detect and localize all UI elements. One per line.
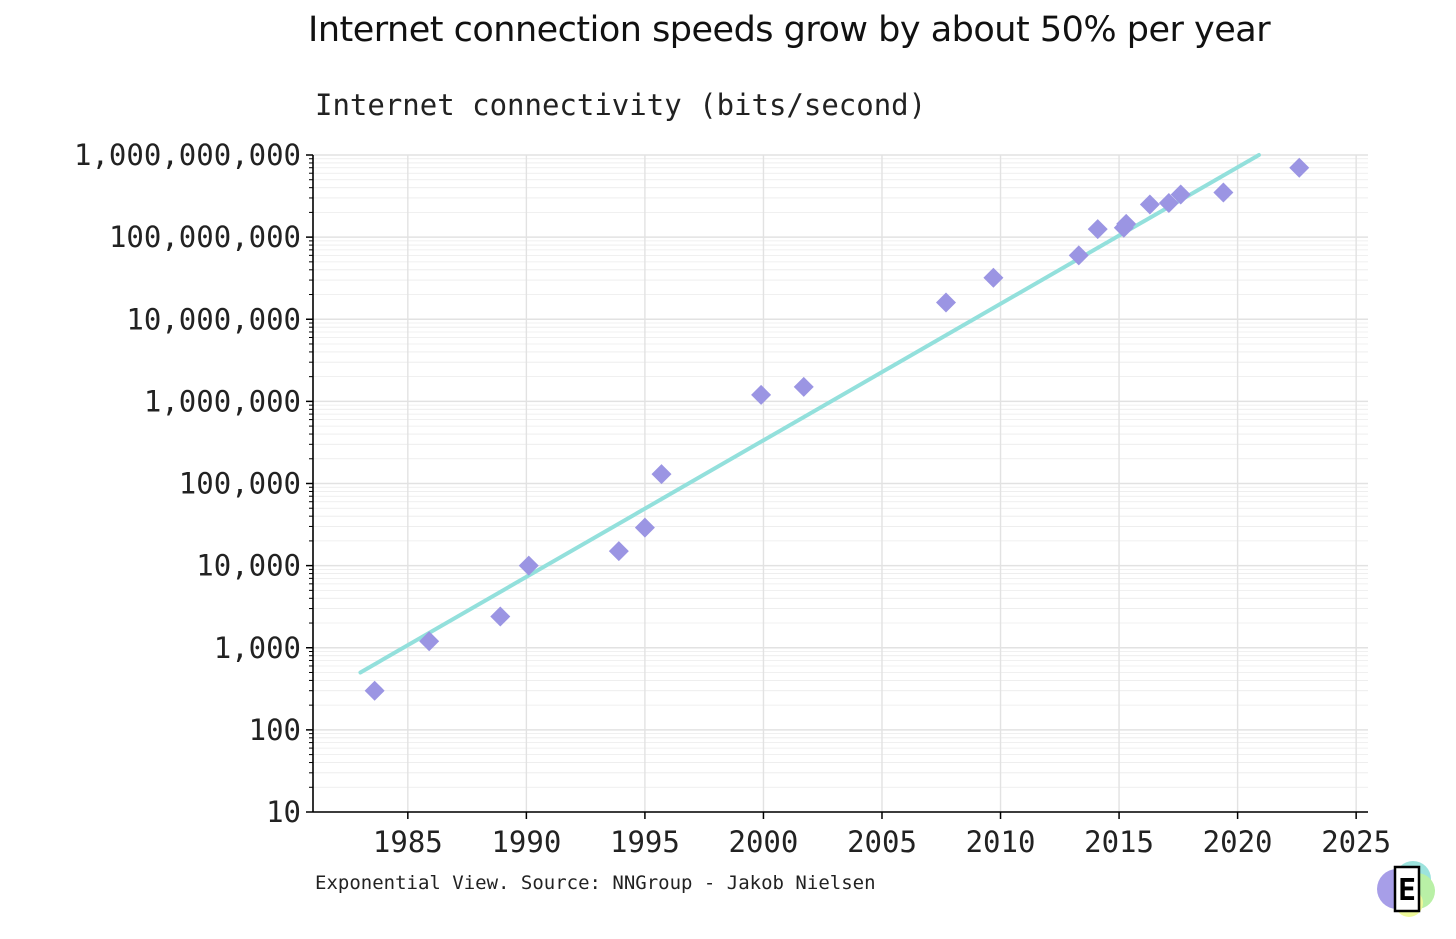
y-tick-label: 1,000,000 xyxy=(144,384,301,418)
data-point xyxy=(1116,213,1137,234)
exponential-view-logo-icon: E xyxy=(1377,861,1435,917)
data-point xyxy=(364,680,385,701)
data-point xyxy=(608,541,629,562)
data-point xyxy=(1170,184,1191,205)
y-tick-label: 10,000,000 xyxy=(126,302,301,336)
data-point xyxy=(1213,182,1234,203)
data-point xyxy=(983,267,1004,288)
x-tick-label: 2010 xyxy=(966,825,1036,859)
data-point xyxy=(793,376,814,397)
svg-text:E: E xyxy=(1398,873,1416,908)
data-point xyxy=(1087,219,1108,240)
x-tick-label: 2005 xyxy=(847,825,917,859)
y-tick-label: 1,000 xyxy=(214,631,301,665)
y-tick-label: 10 xyxy=(266,795,301,829)
source-note: Exponential View. Source: NNGroup - Jako… xyxy=(315,872,876,894)
data-point xyxy=(936,292,956,313)
x-tick-label: 1995 xyxy=(610,825,680,859)
data-point xyxy=(490,606,511,627)
data-point xyxy=(419,631,440,652)
x-tick-label: 2000 xyxy=(729,825,799,859)
data-point xyxy=(1289,157,1310,178)
x-tick-label: 2020 xyxy=(1203,825,1273,859)
data-point xyxy=(751,384,772,405)
data-point xyxy=(1139,194,1160,215)
y-tick-label: 100,000 xyxy=(179,467,301,501)
x-tick-label: 1985 xyxy=(373,825,443,859)
x-tick-label: 1990 xyxy=(491,825,561,859)
data-point xyxy=(651,464,672,485)
y-axis-title: Internet connectivity (bits/second) xyxy=(315,88,927,122)
data-point xyxy=(634,517,655,538)
chart-title: Internet connection speeds grow by about… xyxy=(308,10,1271,50)
data-point xyxy=(1068,245,1089,266)
trend-line xyxy=(358,153,1261,675)
x-tick-label: 2025 xyxy=(1321,825,1391,859)
y-tick-label: 1,000,000,000 xyxy=(74,138,301,172)
y-tick-label: 10,000 xyxy=(196,549,301,583)
x-tick-label: 2015 xyxy=(1084,825,1154,859)
data-point xyxy=(518,555,539,576)
data-point xyxy=(1158,193,1179,214)
y-tick-label: 100,000,000 xyxy=(109,220,301,254)
y-tick-label: 100 xyxy=(249,713,301,747)
